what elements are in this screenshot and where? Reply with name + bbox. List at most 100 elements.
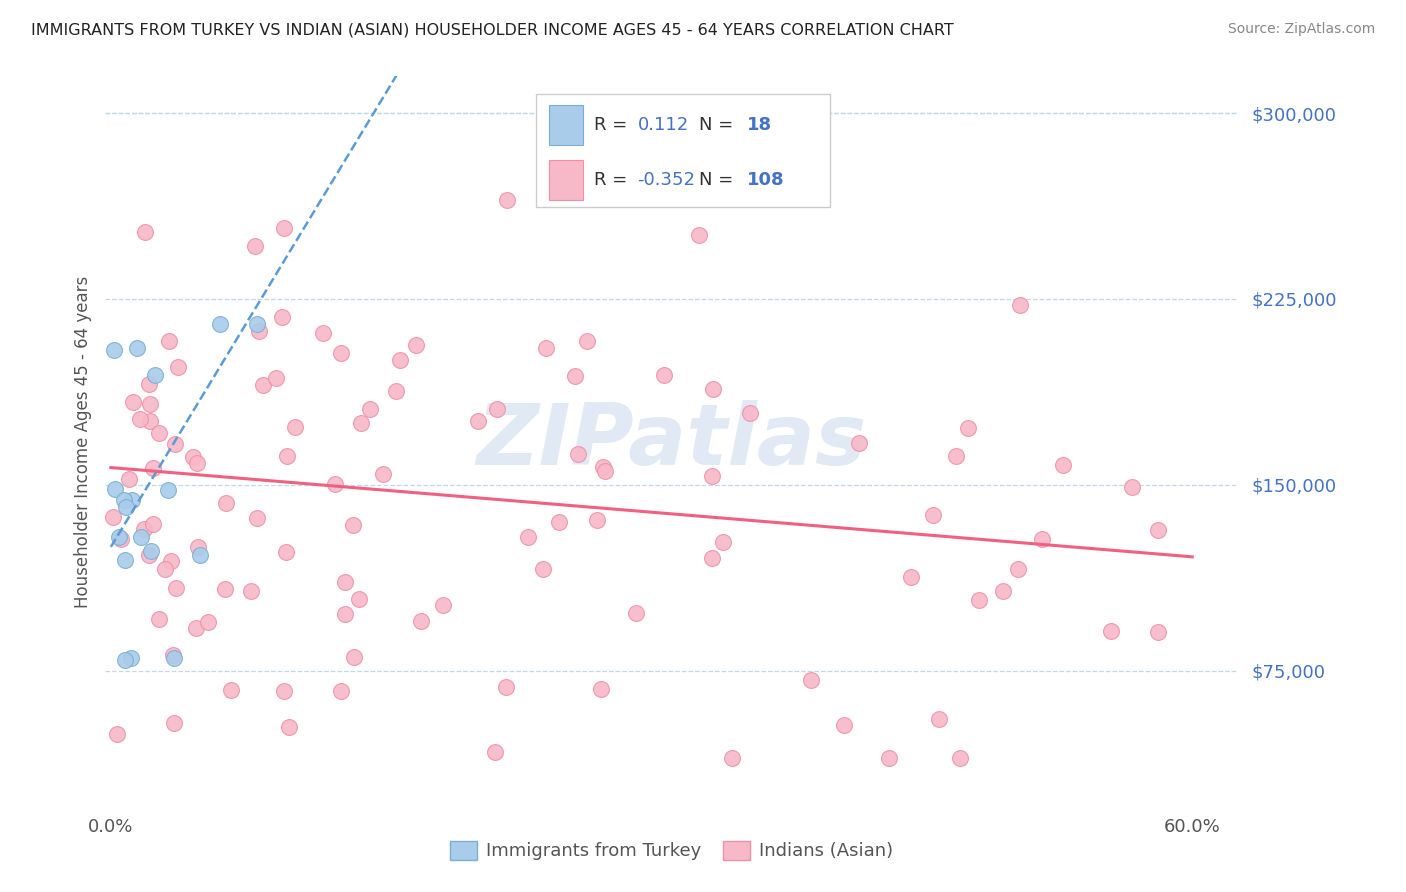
Point	[165, 437, 187, 451]
Point	[163, 651, 186, 665]
Point	[575, 334, 598, 348]
Point	[148, 425, 170, 440]
Point	[371, 467, 394, 482]
Point	[167, 359, 190, 374]
Point	[721, 750, 744, 764]
Point	[157, 483, 180, 497]
Point	[139, 397, 162, 411]
Point	[264, 370, 287, 384]
Point	[359, 402, 381, 417]
Point	[138, 548, 160, 562]
Point	[329, 346, 352, 360]
Point	[405, 338, 427, 352]
Point	[1146, 625, 1168, 640]
Point	[945, 450, 967, 464]
Point	[949, 750, 972, 764]
Point	[534, 341, 557, 355]
Point	[127, 341, 149, 355]
Point	[277, 720, 299, 734]
Point	[409, 615, 432, 629]
Point	[143, 368, 166, 382]
Point	[122, 394, 145, 409]
Point	[1099, 624, 1122, 638]
Point	[1007, 562, 1029, 576]
Point	[138, 376, 160, 391]
Point	[148, 611, 170, 625]
Point	[702, 551, 724, 566]
Point	[485, 401, 508, 416]
Point	[967, 592, 990, 607]
Point	[273, 684, 295, 698]
Point	[589, 681, 612, 696]
Point	[342, 517, 364, 532]
Point	[585, 513, 607, 527]
Point	[214, 582, 236, 597]
Point	[159, 554, 181, 568]
Point	[163, 715, 186, 730]
Point	[548, 516, 571, 530]
Point	[103, 343, 125, 357]
Point	[252, 378, 274, 392]
Point	[531, 561, 554, 575]
Point	[112, 492, 135, 507]
Point	[105, 727, 128, 741]
Point	[567, 447, 589, 461]
Point	[214, 496, 236, 510]
Point	[956, 421, 979, 435]
Point	[117, 472, 139, 486]
Point	[274, 545, 297, 559]
Point	[121, 492, 143, 507]
Point	[702, 469, 724, 483]
FancyBboxPatch shape	[550, 160, 583, 200]
Point	[388, 353, 411, 368]
FancyBboxPatch shape	[550, 104, 583, 145]
Point	[239, 583, 262, 598]
Point	[516, 530, 538, 544]
Point	[181, 450, 204, 464]
Text: Source: ZipAtlas.com: Source: ZipAtlas.com	[1227, 22, 1375, 37]
Point	[688, 227, 710, 242]
Point	[1146, 523, 1168, 537]
Point	[129, 530, 152, 544]
Point	[219, 682, 242, 697]
Point	[197, 615, 219, 629]
Text: -0.352: -0.352	[637, 170, 696, 189]
Y-axis label: Householder Income Ages 45 - 64 years: Householder Income Ages 45 - 64 years	[73, 276, 91, 607]
Point	[157, 334, 180, 348]
Point	[114, 552, 136, 566]
Point	[323, 477, 346, 491]
Point	[991, 583, 1014, 598]
Point	[550, 151, 572, 165]
Point	[139, 414, 162, 428]
Point	[652, 368, 675, 382]
Point	[284, 419, 307, 434]
Point	[129, 412, 152, 426]
Point	[120, 650, 142, 665]
Text: 108: 108	[747, 170, 785, 189]
Point	[188, 548, 211, 562]
Point	[900, 570, 922, 584]
Point	[467, 414, 489, 428]
Text: 18: 18	[747, 116, 772, 134]
Point	[273, 221, 295, 235]
Point	[246, 317, 269, 331]
Point	[110, 533, 132, 547]
FancyBboxPatch shape	[536, 95, 830, 208]
Point	[134, 225, 156, 239]
Point	[335, 574, 357, 589]
Legend: Immigrants from Turkey, Indians (Asian): Immigrants from Turkey, Indians (Asian)	[443, 834, 900, 868]
Point	[347, 591, 370, 606]
Point	[184, 621, 207, 635]
Point	[1031, 532, 1053, 546]
Point	[928, 712, 950, 726]
Point	[187, 540, 209, 554]
Point	[162, 648, 184, 662]
Point	[877, 750, 900, 764]
Point	[711, 534, 734, 549]
Point	[496, 193, 519, 207]
Point	[432, 598, 454, 612]
Point	[108, 530, 131, 544]
Point	[484, 745, 506, 759]
Point	[165, 582, 187, 596]
Point	[132, 522, 155, 536]
